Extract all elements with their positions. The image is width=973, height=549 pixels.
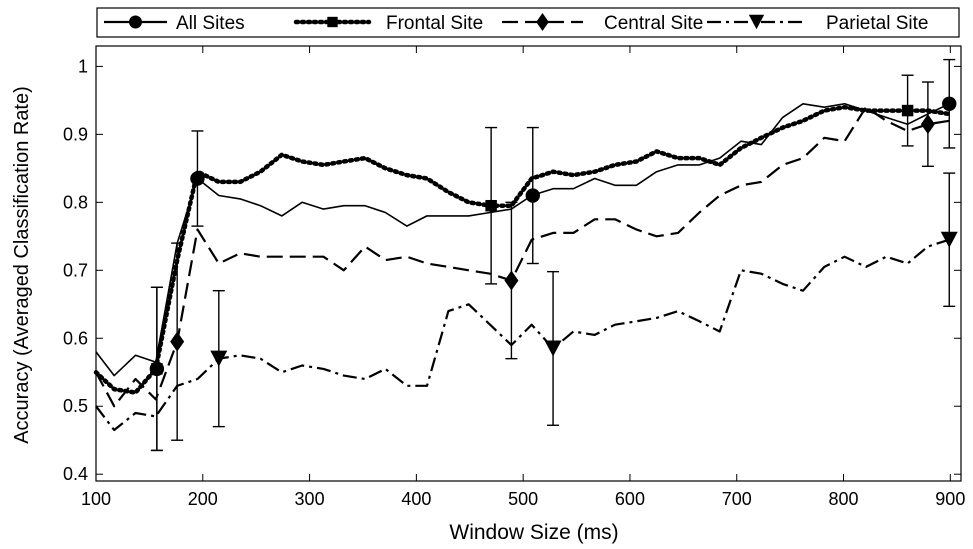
series-line-all-sites <box>95 103 950 377</box>
plot-layer <box>93 58 958 452</box>
data-point-parietal-site <box>210 350 228 367</box>
x-tick-label: 400 <box>401 489 431 509</box>
legend-marker-all-sites <box>129 15 142 29</box>
ticks-layer: 100 200 300 400 500 600 700 800 900 0.4 0.5 0.6 0.7 0… <box>63 46 965 509</box>
legend-label-frontal-site: Frontal Site <box>386 13 483 34</box>
data-point-frontal-site <box>151 363 163 375</box>
x-tick-label: 100 <box>81 489 111 509</box>
y-tick-label: 1 <box>78 56 88 76</box>
data-point-frontal-site <box>485 199 497 212</box>
series-central-site <box>95 81 950 441</box>
data-point-parietal-site <box>544 340 562 357</box>
data-point-parietal-site <box>940 231 958 248</box>
legend-label-parietal-site: Parietal Site <box>826 13 928 34</box>
legend-marker-central-site <box>536 13 549 31</box>
legend-item-parietal-site: Parietal Site <box>707 13 928 34</box>
legend-item-frontal-site: Frontal Site <box>293 13 483 34</box>
plot-frame <box>95 45 962 482</box>
data-point-all-sites <box>525 188 540 203</box>
series-all-sites <box>95 58 957 452</box>
x-tick-label: 500 <box>508 489 538 509</box>
y-tick-label: 0.7 <box>63 260 88 280</box>
axes-layer <box>95 45 962 482</box>
data-point-central-site <box>920 114 935 135</box>
y-tick-label: 0.4 <box>63 464 88 484</box>
x-tick-label: 900 <box>935 489 965 509</box>
series-parietal-site <box>95 172 958 432</box>
x-axis-label: Window Size (ms) <box>449 521 618 544</box>
x-tick-label: 800 <box>829 489 859 509</box>
legend-item-all-sites: All Sites <box>104 13 245 34</box>
y-tick-label: 0.6 <box>63 328 88 348</box>
y-tick-label: 0.5 <box>63 396 88 416</box>
legend-label-central-site: Central Site <box>604 13 703 34</box>
data-point-central-site <box>504 270 519 291</box>
series-frontal-site <box>93 74 952 452</box>
data-point-all-sites <box>942 96 957 111</box>
legend: All Sites Frontal Site Central Site Parieta… <box>96 7 960 38</box>
data-point-frontal-site <box>901 104 914 117</box>
legend-item-central-site: Central Site <box>502 13 703 34</box>
x-tick-label: 200 <box>188 489 218 509</box>
series-line-frontal-site <box>93 104 952 395</box>
y-tick-label: 0.8 <box>63 192 88 212</box>
legend-marker-frontal-site <box>327 16 338 28</box>
x-tick-label: 300 <box>295 489 325 509</box>
series-line-central-site <box>95 106 950 408</box>
x-tick-label: 700 <box>722 489 752 509</box>
x-tick-label: 600 <box>615 489 645 509</box>
legend-label-all-sites: All Sites <box>176 13 245 34</box>
y-axis-label: Accuracy (Averaged Classification Rate) <box>11 86 33 444</box>
y-tick-label: 0.9 <box>63 124 88 144</box>
series-line-parietal-site <box>95 238 950 432</box>
data-point-central-site <box>170 331 185 352</box>
legend-marker-parietal-site <box>748 14 765 30</box>
